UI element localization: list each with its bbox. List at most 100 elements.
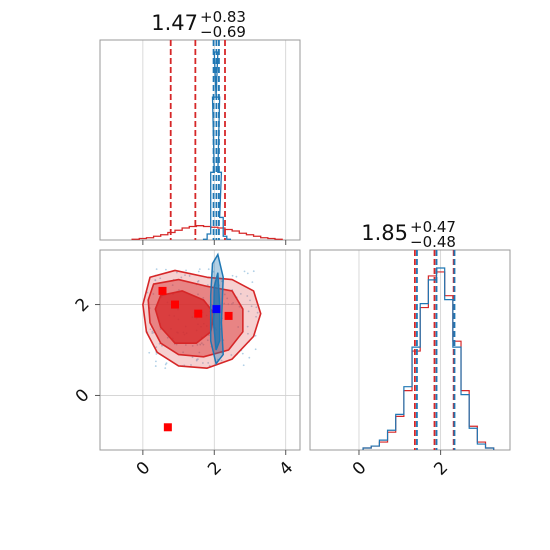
sample-point [198,268,201,271]
red-marker [171,300,179,309]
sample-point [199,343,202,346]
x-tick-label: 2 [430,458,452,480]
sample-point [201,362,204,364]
sample-point [165,362,168,365]
panel-title-upper: +0.47 [410,218,456,236]
sample-point [180,276,183,279]
sample-point [176,271,178,274]
red-marker [224,311,233,320]
sample-point [185,269,187,272]
sample-point [241,352,244,355]
sample-point [196,344,199,346]
sample-point [230,354,233,356]
y-tick-label: 2 [72,294,94,316]
sample-point [227,303,230,306]
sample-point [238,305,241,308]
sample-point [247,310,250,313]
sample-point [207,268,210,271]
sample-point [202,343,205,346]
sample-point [149,328,152,331]
sample-point [190,364,192,366]
sample-point [184,344,187,346]
sample-point [196,280,199,283]
sample-point [155,353,158,355]
sample-point [165,268,167,271]
y-tick-label: 0 [72,385,94,407]
sample-point [191,344,194,347]
marginal-panel-1: 1.47 +0.83−0.69 [99,8,301,245]
sample-point [226,297,229,300]
sample-point [212,270,215,273]
sample-point [197,293,199,296]
sample-point [202,297,205,299]
sample-point [200,342,203,345]
red-marker [163,423,172,432]
sample-point [166,336,169,339]
sample-point [152,293,155,295]
sample-point [235,275,238,278]
panel-frame [309,249,511,451]
sample-point [247,332,249,335]
red-contour-inner [154,290,216,344]
x-tick-label: 0 [349,458,371,480]
sample-point [191,356,194,359]
sample-point [148,351,151,354]
histogram-blue [202,51,232,240]
sample-point [208,334,210,337]
panel-title-value: 1.85 [361,221,408,245]
sample-point [237,326,240,328]
sample-point [146,291,149,294]
sample-point [151,330,154,333]
panel-title-value: 1.47 [151,11,198,35]
x-tick-label: 0 [133,458,155,480]
sample-point [231,274,234,277]
sample-point [154,365,157,367]
sample-point [175,343,178,346]
sample-point [254,334,257,337]
sample-point [220,359,223,362]
panel-title-lower: −0.69 [200,23,246,41]
sample-point [255,315,257,318]
sample-point [159,277,162,280]
sample-point [246,295,249,297]
blue-marker [212,305,221,314]
sample-point [161,344,163,347]
sample-point [251,281,254,284]
histogram-red [131,225,283,240]
sample-point [252,270,255,273]
sample-point [155,346,158,349]
sample-point [206,284,209,287]
sample-point [243,270,246,273]
sample-point [256,311,259,314]
red-marker [158,286,167,295]
sample-point [178,289,180,291]
sample-point [182,351,185,354]
sample-point [232,301,235,304]
x-tick-label: 4 [276,458,298,480]
sample-point [206,339,209,342]
sample-point [250,305,253,308]
sample-point [164,367,167,369]
sample-point [230,303,233,306]
sample-point [249,299,251,302]
sample-point [198,351,201,354]
sample-point [164,363,167,366]
sample-point [154,279,157,281]
panel-title-lower: −0.48 [410,233,456,251]
sample-point [248,356,251,359]
sample-point [239,292,242,295]
sample-point [242,364,245,367]
sample-point [254,348,257,351]
sample-point [255,306,258,309]
sample-point [171,284,174,287]
red-marker [194,309,203,318]
sample-point [246,272,249,275]
panel-frame [99,249,301,451]
sample-point [223,302,226,305]
sample-point [184,274,186,277]
panel-frame [99,39,301,241]
sample-point [195,358,198,361]
sample-point [155,360,157,363]
sample-point [155,268,158,271]
